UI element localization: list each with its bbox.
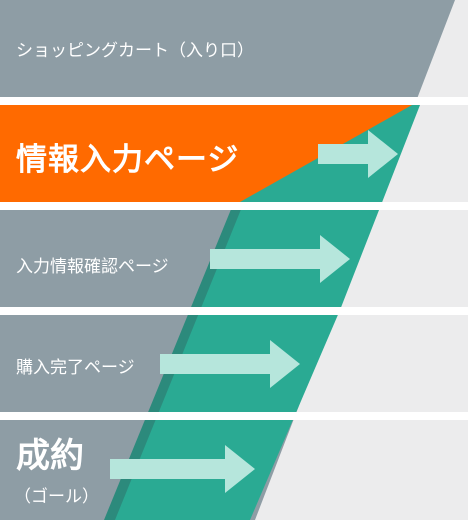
separator-4	[0, 412, 468, 420]
step-label-complete: 購入完了ページ	[16, 358, 135, 378]
right-panel	[255, 0, 468, 520]
step-label-conversion: 成約	[16, 436, 84, 476]
separator-3	[0, 307, 468, 315]
flow-arrow-2	[210, 235, 350, 283]
flow-arrow-4	[110, 445, 255, 493]
band-cart	[0, 0, 468, 97]
step-sublabel-goal: （ゴール）	[14, 487, 99, 507]
step-label-confirm: 入力情報確認ページ	[16, 257, 169, 277]
separator-1	[0, 97, 468, 105]
step-label-cart: ショッピングカート（入り口）	[16, 41, 254, 61]
step-label-info-input: 情報入力ページ	[16, 142, 240, 178]
separator-2	[0, 202, 468, 210]
flow-arrow-3	[160, 340, 300, 388]
flow-arrow-1	[318, 130, 398, 178]
